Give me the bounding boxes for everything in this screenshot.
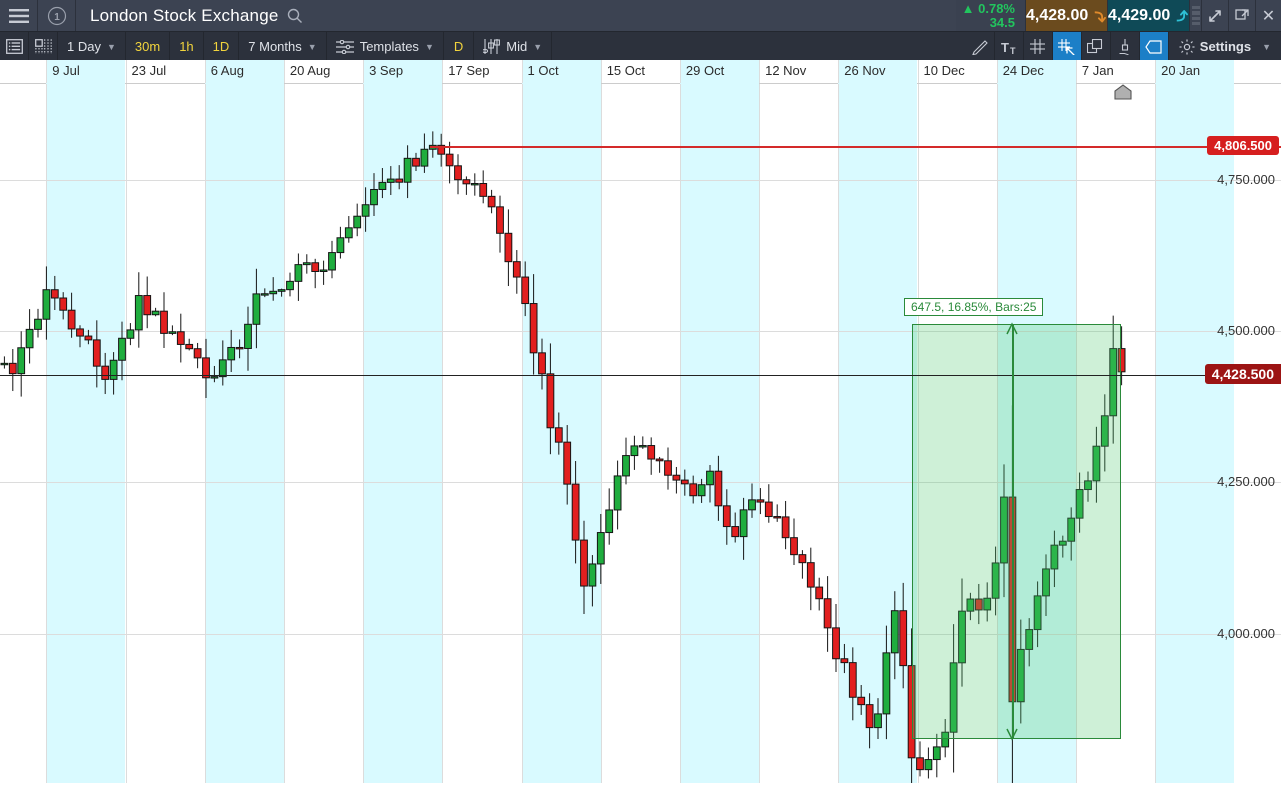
svg-text:T: T xyxy=(1010,46,1016,54)
svg-text:T: T xyxy=(1001,40,1009,54)
svg-text:1: 1 xyxy=(54,12,60,23)
